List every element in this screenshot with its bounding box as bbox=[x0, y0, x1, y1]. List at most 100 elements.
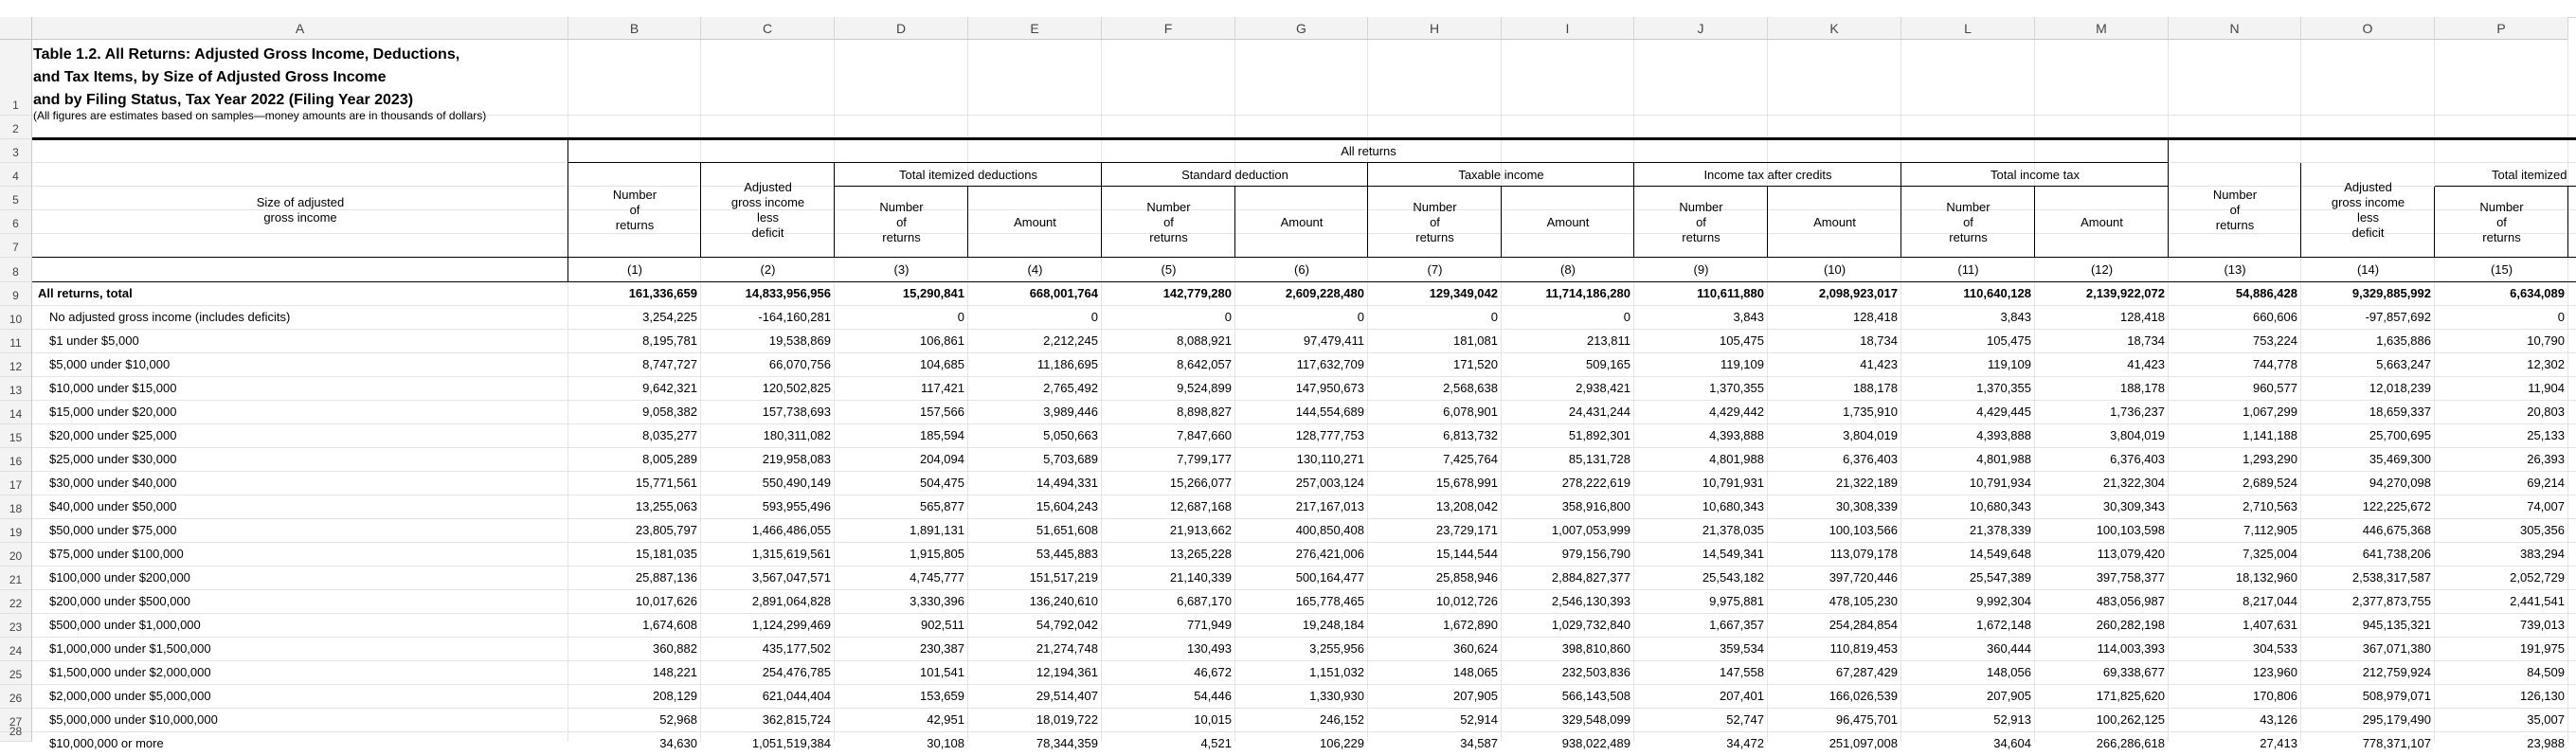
data-cell[interactable]: 10,790 bbox=[2527, 333, 2565, 348]
data-cell[interactable]: 660,606 bbox=[2253, 310, 2297, 324]
data-cell[interactable]: 266,286,618 bbox=[2096, 736, 2165, 750]
row-header[interactable]: 19 bbox=[0, 519, 32, 543]
data-cell[interactable]: 144,554,689 bbox=[1295, 405, 1364, 419]
data-cell[interactable]: 2,538,317,587 bbox=[2351, 570, 2431, 585]
data-cell[interactable]: 10,680,343 bbox=[1702, 499, 1764, 513]
data-cell[interactable]: 621,044,404 bbox=[762, 689, 831, 703]
data-cell[interactable]: 902,511 bbox=[920, 618, 964, 632]
row-label[interactable]: $75,000 under $100,000 bbox=[49, 547, 184, 561]
data-cell[interactable]: 41,423 bbox=[1860, 357, 1898, 371]
data-cell[interactable]: -164,160,281 bbox=[758, 310, 831, 324]
data-cell[interactable]: 9,329,885,992 bbox=[2351, 286, 2431, 300]
data-cell[interactable]: 165,778,465 bbox=[1295, 594, 1364, 608]
data-cell[interactable]: 204,094 bbox=[920, 452, 964, 466]
data-cell[interactable]: 52,914 bbox=[1460, 712, 1498, 727]
data-cell[interactable]: 136,240,610 bbox=[1029, 594, 1098, 608]
data-cell[interactable]: 10,791,931 bbox=[1702, 476, 1764, 490]
data-cell[interactable]: 979,156,790 bbox=[1561, 547, 1630, 561]
data-cell[interactable]: 74,007 bbox=[2527, 499, 2565, 513]
data-cell[interactable]: 2,689,524 bbox=[2243, 476, 2297, 490]
data-cell[interactable]: 1,293,290 bbox=[2243, 452, 2297, 466]
column-header-h[interactable]: H bbox=[1368, 17, 1502, 40]
data-cell[interactable]: 42,951 bbox=[927, 712, 964, 727]
row-label[interactable]: $20,000 under $25,000 bbox=[49, 428, 177, 442]
row-header[interactable]: 7 bbox=[0, 234, 32, 258]
data-cell[interactable]: 110,611,880 bbox=[1697, 286, 1764, 300]
data-cell[interactable]: 21,322,189 bbox=[1835, 476, 1898, 490]
data-cell[interactable]: 2,765,492 bbox=[1043, 381, 1098, 395]
data-cell[interactable]: 8,005,289 bbox=[642, 452, 697, 466]
row-label[interactable]: $500,000 under $1,000,000 bbox=[49, 618, 201, 632]
data-cell[interactable]: 305,356 bbox=[2520, 523, 2565, 537]
data-cell[interactable]: 739,013 bbox=[2520, 618, 2565, 632]
data-cell[interactable]: 1,736,237 bbox=[2110, 405, 2165, 419]
data-cell[interactable]: 4,393,888 bbox=[1709, 428, 1764, 442]
data-cell[interactable]: 7,847,660 bbox=[1177, 428, 1232, 442]
data-cell[interactable]: 9,058,382 bbox=[642, 405, 697, 419]
data-cell[interactable]: 2,052,729 bbox=[2510, 570, 2565, 585]
data-cell[interactable]: 12,194,361 bbox=[1036, 665, 1098, 679]
data-cell[interactable]: 13,208,042 bbox=[1435, 499, 1498, 513]
data-cell[interactable]: 15,290,841 bbox=[902, 286, 964, 300]
data-cell[interactable]: 18,734 bbox=[1860, 333, 1898, 348]
data-cell[interactable]: 3,255,956 bbox=[1309, 641, 1364, 656]
data-cell[interactable]: 3,804,019 bbox=[1843, 428, 1898, 442]
data-cell[interactable]: 113,079,420 bbox=[2097, 547, 2165, 561]
data-cell[interactable]: 104,685 bbox=[920, 357, 964, 371]
data-cell[interactable]: 34,604 bbox=[1993, 736, 2031, 750]
data-cell[interactable]: 25,858,946 bbox=[1435, 570, 1498, 585]
data-cell[interactable]: 110,819,453 bbox=[1829, 641, 1898, 656]
data-cell[interactable]: 367,071,380 bbox=[2362, 641, 2431, 656]
data-cell[interactable]: 9,524,899 bbox=[1177, 381, 1232, 395]
data-cell[interactable]: 54,792,042 bbox=[1036, 618, 1098, 632]
column-header-n[interactable]: N bbox=[2169, 17, 2301, 40]
data-cell[interactable]: 151,517,219 bbox=[1029, 570, 1098, 585]
data-cell[interactable]: 12,018,239 bbox=[2369, 381, 2431, 395]
data-cell[interactable]: 185,594 bbox=[920, 428, 964, 442]
data-cell[interactable]: 1,051,519,384 bbox=[751, 736, 831, 750]
data-cell[interactable]: 9,975,881 bbox=[1709, 594, 1764, 608]
data-cell[interactable]: 34,630 bbox=[659, 736, 697, 750]
data-cell[interactable]: 1,124,299,469 bbox=[751, 618, 831, 632]
data-cell[interactable]: 23,988 bbox=[2527, 736, 2565, 750]
data-cell[interactable]: 960,577 bbox=[2253, 381, 2297, 395]
data-cell[interactable]: 1,370,355 bbox=[1709, 381, 1764, 395]
row-header[interactable]: 21 bbox=[0, 567, 32, 590]
data-cell[interactable]: 4,429,445 bbox=[1976, 405, 2031, 419]
data-cell[interactable]: 105,475 bbox=[1720, 333, 1764, 348]
row-label[interactable]: $40,000 under $50,000 bbox=[49, 499, 177, 513]
data-cell[interactable]: 157,738,693 bbox=[762, 405, 831, 419]
data-cell[interactable]: 43,126 bbox=[2260, 712, 2297, 727]
data-cell[interactable]: 360,444 bbox=[1987, 641, 2031, 656]
column-header-d[interactable]: D bbox=[835, 17, 968, 40]
data-cell[interactable]: 19,538,869 bbox=[768, 333, 831, 348]
data-cell[interactable]: 46,672 bbox=[1194, 665, 1232, 679]
data-cell[interactable]: 142,779,280 bbox=[1162, 286, 1232, 300]
data-cell[interactable]: 3,804,019 bbox=[2110, 428, 2165, 442]
data-cell[interactable]: 52,747 bbox=[1726, 712, 1764, 727]
data-cell[interactable]: 54,446 bbox=[1194, 689, 1232, 703]
data-cell[interactable]: 0 bbox=[1623, 310, 1630, 324]
data-cell[interactable]: 2,546,130,393 bbox=[1551, 594, 1630, 608]
data-cell[interactable]: 212,759,924 bbox=[2362, 665, 2431, 679]
data-cell[interactable]: 15,771,561 bbox=[635, 476, 697, 490]
data-cell[interactable]: 1,330,930 bbox=[1309, 689, 1364, 703]
row-header[interactable]: 25 bbox=[0, 661, 32, 685]
data-cell[interactable]: 130,493 bbox=[1187, 641, 1232, 656]
data-cell[interactable]: 117,632,709 bbox=[1296, 357, 1364, 371]
data-cell[interactable]: 21,378,035 bbox=[1702, 523, 1764, 537]
row-header[interactable]: 9 bbox=[0, 282, 32, 306]
data-cell[interactable]: 3,843 bbox=[1733, 310, 1764, 324]
data-cell[interactable]: 8,035,277 bbox=[642, 428, 697, 442]
row-header[interactable]: 24 bbox=[0, 638, 32, 661]
data-cell[interactable]: 122,225,672 bbox=[2362, 499, 2431, 513]
data-cell[interactable]: 2,710,563 bbox=[2243, 499, 2297, 513]
data-cell[interactable]: 5,703,689 bbox=[1043, 452, 1098, 466]
data-cell[interactable]: 97,479,411 bbox=[1303, 333, 1364, 348]
data-cell[interactable]: 171,825,620 bbox=[2096, 689, 2165, 703]
data-cell[interactable]: 6,813,732 bbox=[1443, 428, 1498, 442]
data-cell[interactable]: 20,803 bbox=[2527, 405, 2565, 419]
data-cell[interactable]: 34,472 bbox=[1726, 736, 1764, 750]
row-header[interactable]: 3 bbox=[0, 139, 32, 163]
column-header-a[interactable]: A bbox=[32, 17, 568, 40]
